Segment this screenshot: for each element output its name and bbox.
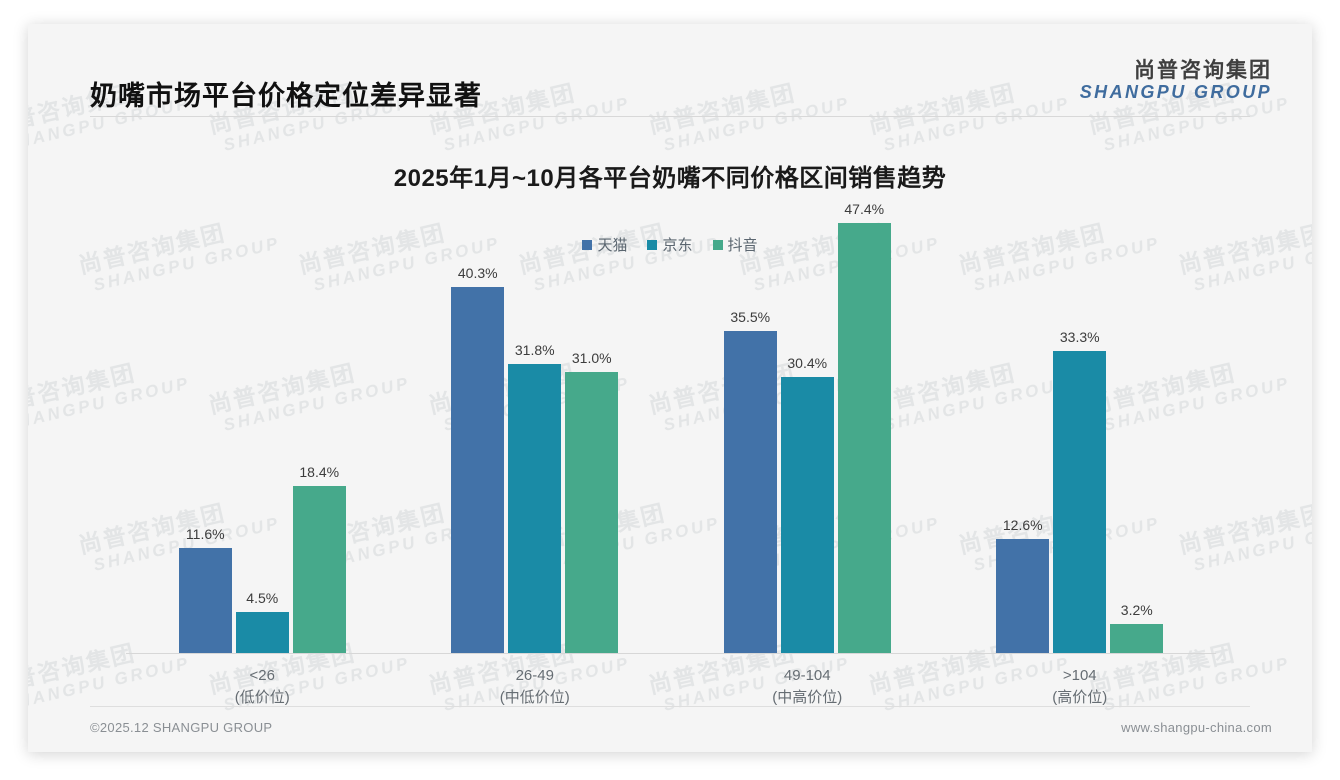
bar-value-label: 3.2% [1120,601,1153,618]
x-axis-baseline [126,653,1216,654]
bar-item[interactable]: 40.3% [451,181,505,653]
bar-value-label: 47.4% [844,200,885,217]
footer-website[interactable]: www.shangpu-china.com [1121,720,1272,735]
legend-swatch-icon [582,239,593,250]
bar-item[interactable]: 33.3% [1053,181,1107,653]
bar-value-label: 12.6% [1002,516,1043,533]
bar-group: 11.6% 4.5% 18.4% <26 (低价位) [126,181,399,706]
x-axis-label-sub: (低价位) [234,688,290,706]
bar-rect[interactable] [178,547,232,653]
bar-group: 40.3% 31.8% 31.0% 26-49 (中低价位) [399,181,672,706]
bar-value-label: 30.4% [787,355,828,372]
bar-value-label: 18.4% [299,464,340,480]
chart-legend: 天猫 京东 抖音 [28,234,1312,255]
bar-item[interactable]: 31.0% [565,181,619,653]
footer-copyright: ©2025.12 SHANGPU GROUP [90,720,273,735]
x-axis-label: >104 (高价位) [944,653,1217,709]
bar-value-label: 31.0% [571,349,612,366]
header-divider [90,116,1250,117]
bar-value-label: 40.3% [457,265,498,282]
legend-item-京东[interactable]: 京东 [647,234,693,255]
brand-name-cn: 尚普咨询集团 [1134,59,1272,82]
bar-rect[interactable] [508,364,562,653]
x-axis-label-main: >104 [1062,667,1097,684]
legend-label: 抖音 [727,237,758,254]
bar-rect[interactable] [565,371,619,653]
bar-item[interactable]: 18.4% [292,181,346,653]
bar-group: 35.5% 30.4% 47.4% 49-104 (中高价位) [671,181,944,706]
chart-title: 2025年1月~10月各平台奶嘴不同价格区间销售趋势 [393,165,947,192]
brand-name-en: SHANGPU GROUP [1079,81,1272,102]
bar-item[interactable]: 31.8% [508,181,562,653]
bar-rect[interactable] [996,538,1050,653]
bar-item[interactable]: 4.5% [235,181,289,653]
x-axis-label: 49-104 (中高价位) [671,653,944,709]
page-title: 奶嘴市场平台价格定位差异显著 [90,81,482,111]
bar-item[interactable]: 30.4% [780,181,834,653]
bar-group: 12.6% 33.3% 3.2% >104 (高价位) [944,181,1217,706]
bar-rect[interactable] [723,330,777,653]
bar-item[interactable]: 11.6% [178,181,232,653]
legend-label: 京东 [662,237,693,254]
bar-rect[interactable] [292,486,346,653]
x-axis-label-main: 26-49 [515,667,554,684]
bar-rect[interactable] [1110,623,1164,653]
bar-value-label: 33.3% [1059,328,1100,345]
bar-rect[interactable] [235,612,289,653]
legend-swatch-icon [712,239,723,250]
slide-footer: ©2025.12 SHANGPU GROUP www.shangpu-china… [28,706,1312,752]
x-axis-label-sub: (中高价位) [772,688,843,706]
bar-item[interactable]: 3.2% [1110,181,1164,653]
bar-value-label: 31.8% [514,342,555,359]
x-axis-label-sub: (中低价位) [499,688,570,706]
bar-rect[interactable] [1053,350,1107,653]
bar-item[interactable]: 47.4% [837,181,891,653]
bar-rect[interactable] [451,287,505,653]
bar-value-label: 4.5% [246,590,279,607]
x-axis-label-main: <26 [249,667,275,684]
legend-label: 天猫 [597,237,628,254]
brand-logo: 尚普咨询集团 SHANGPU GROUP [1079,59,1272,102]
slide-canvas: 尚普咨询集团 SHANGPU GROUP 尚普咨询集团 SHANGPU GROUP 尚普… [28,24,1312,752]
bar-rect[interactable] [780,377,834,653]
chart-plot: 11.6% 4.5% 18.4% <26 (低价位) 40.3% 31.8% 31.0% 26-… [126,181,1217,706]
legend-item-抖音[interactable]: 抖音 [712,234,758,255]
legend-swatch-icon [647,239,658,250]
slide-header: 奶嘴市场平台价格定位差异显著 尚普咨询集团 SHANGPU GROUP [28,24,1312,122]
bar-item[interactable]: 35.5% [723,181,777,653]
chart-area: 2025年1月~10月各平台奶嘴不同价格区间销售趋势 天猫 京东 抖音 11.6% 4… [28,122,1312,707]
legend-item-天猫[interactable]: 天猫 [582,234,627,255]
x-axis-label: 26-49 (中低价位) [399,653,672,709]
footer-divider [90,706,1250,707]
bar-item[interactable]: 12.6% [996,181,1050,653]
bar-value-label: 35.5% [730,308,771,325]
x-axis-label: <26 (低价位) [126,653,399,709]
bar-value-label: 11.6% [185,525,225,542]
bar-rect[interactable] [837,222,891,653]
x-axis-label-sub: (高价位) [1052,688,1108,706]
x-axis-label-main: 49-104 [783,667,831,684]
